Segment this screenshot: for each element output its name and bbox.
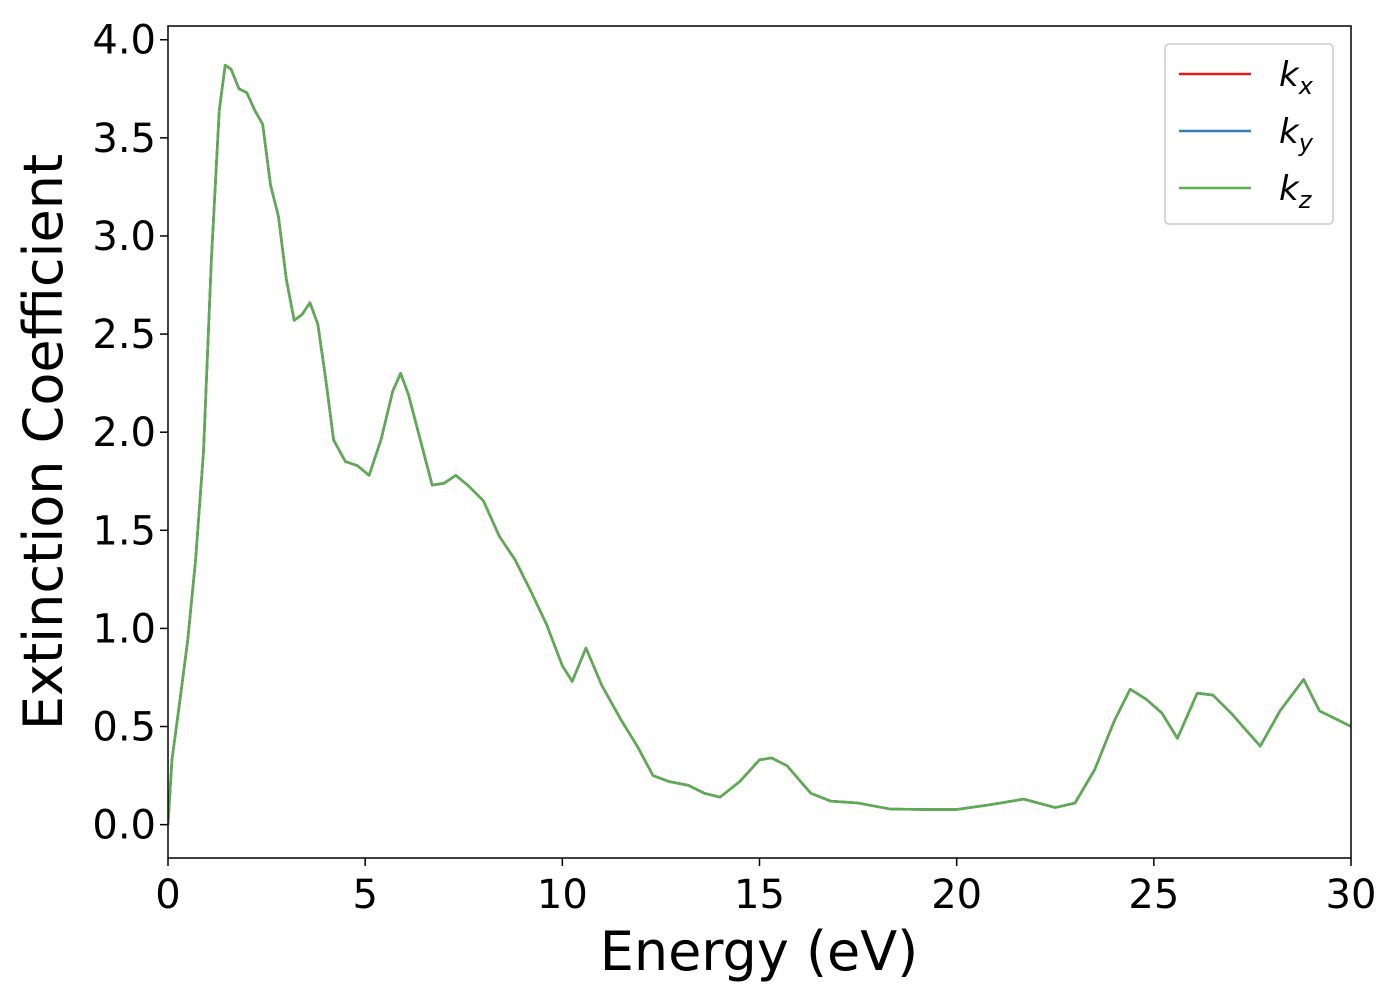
x-axis-label: Energy (eV)	[600, 920, 919, 983]
y-tick-label: 1.0	[92, 606, 156, 652]
y-tick-label: 2.5	[92, 312, 156, 358]
y-tick-label: 2.0	[92, 410, 156, 456]
plot-frame	[167, 25, 1352, 859]
legend-label: kx	[1279, 55, 1314, 100]
x-tick-label: 25	[1128, 872, 1179, 918]
y-tick-label: 1.5	[92, 508, 156, 554]
legend-label: kz	[1279, 169, 1313, 214]
x-tick-label: 0	[155, 872, 180, 918]
y-tick-label: 4.0	[92, 18, 156, 64]
y-tick-label: 3.5	[92, 116, 156, 162]
x-tick-label: 15	[734, 872, 785, 918]
x-tick-label: 20	[931, 872, 982, 918]
x-tick-label: 5	[352, 872, 377, 918]
legend-box	[1164, 43, 1334, 225]
x-tick-label: 30	[1326, 872, 1377, 918]
y-axis-label: Extinction Coefficient	[12, 154, 75, 730]
series-line	[168, 63, 1351, 825]
x-tick-label: 10	[537, 872, 588, 918]
y-tick-label: 0.5	[92, 705, 156, 751]
y-tick-label: 3.0	[92, 214, 156, 260]
y-tick-label: 0.0	[92, 803, 156, 849]
legend-label: ky	[1279, 112, 1314, 157]
